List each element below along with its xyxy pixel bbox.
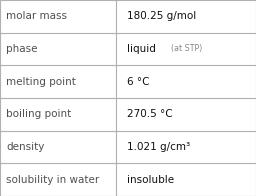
Text: 1.021 g/cm³: 1.021 g/cm³ (127, 142, 190, 152)
Text: 180.25 g/mol: 180.25 g/mol (127, 11, 196, 21)
Text: solubility in water: solubility in water (6, 175, 100, 185)
Text: density: density (6, 142, 45, 152)
Text: liquid: liquid (127, 44, 156, 54)
Text: boiling point: boiling point (6, 109, 72, 119)
Text: 270.5 °C: 270.5 °C (127, 109, 172, 119)
Text: 6 °C: 6 °C (127, 77, 149, 87)
Text: (at STP): (at STP) (166, 44, 202, 54)
Text: phase: phase (6, 44, 38, 54)
Text: molar mass: molar mass (6, 11, 67, 21)
Text: melting point: melting point (6, 77, 76, 87)
Text: insoluble: insoluble (127, 175, 174, 185)
